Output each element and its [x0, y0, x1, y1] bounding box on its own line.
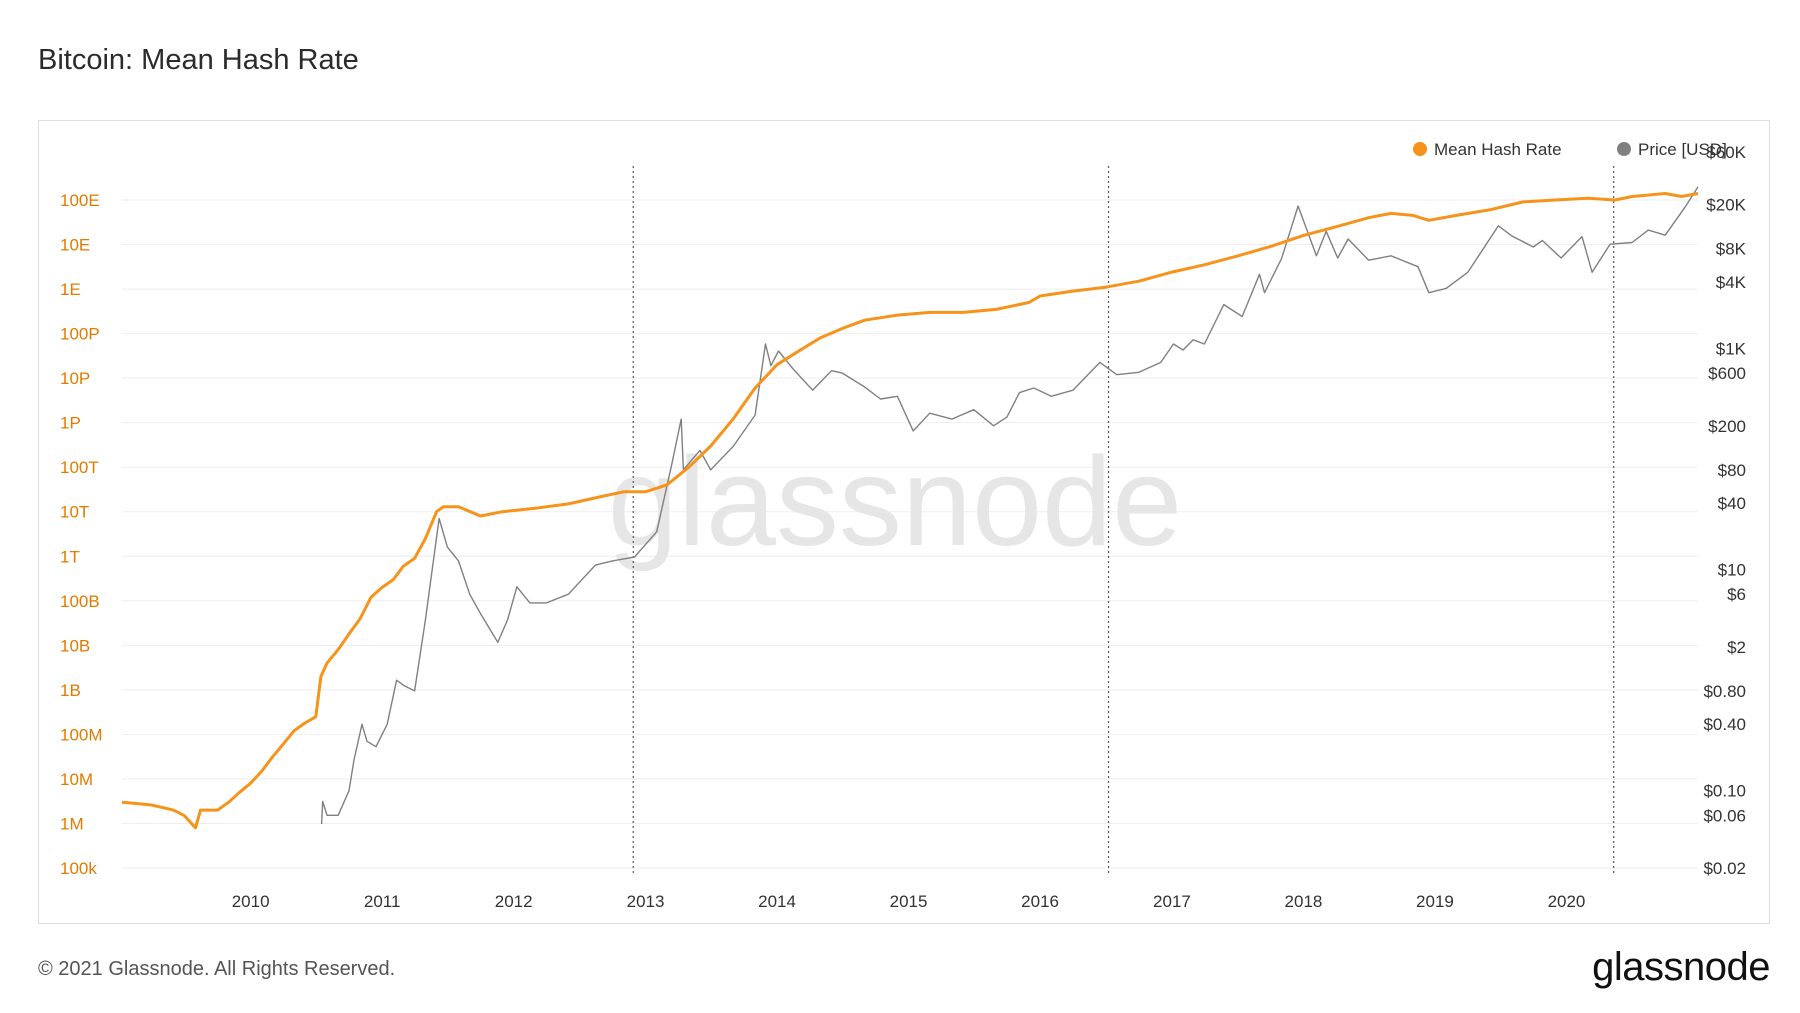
left-tick-label: 10P: [60, 369, 90, 388]
chart-frame: [38, 120, 1770, 924]
legend-label: Price [USD]: [1638, 140, 1727, 159]
copyright: © 2021 Glassnode. All Rights Reserved.: [38, 958, 396, 980]
x-tick-label: 2019: [1416, 892, 1454, 911]
x-tick-label: 2013: [627, 892, 665, 911]
left-axis: 100k 1M 10M 100M 1B 10B 100B 1T 10T 100T 1P 10P 100P…: [60, 191, 103, 878]
left-tick-label: 1E: [60, 280, 81, 299]
legend-marker: [1413, 142, 1427, 156]
x-tick-label: 2011: [364, 892, 401, 911]
right-tick-label: $4K: [1716, 273, 1747, 292]
right-tick-label: $600: [1708, 364, 1746, 383]
x-tick-label: 2017: [1153, 892, 1191, 911]
price-line: [320, 186, 1699, 825]
x-tick-label: 2012: [495, 892, 533, 911]
legend-marker: [1617, 142, 1631, 156]
legend-label: Mean Hash Rate: [1434, 140, 1562, 159]
right-tick-label: $0.40: [1703, 715, 1746, 734]
hash-rate-line: [121, 192, 1699, 830]
left-tick-label: 10E: [60, 236, 90, 255]
x-tick-label: 2010: [232, 892, 270, 911]
left-tick-label: 10B: [60, 636, 90, 655]
glassnode-logo[interactable]: glassnode: [1592, 945, 1770, 989]
grid: [122, 199, 1698, 869]
left-tick-label: 100M: [60, 725, 103, 744]
right-tick-label: $60K: [1706, 143, 1746, 162]
right-tick-label: $80: [1718, 461, 1746, 480]
right-tick-label: $200: [1708, 417, 1746, 436]
x-tick-label: 2020: [1548, 892, 1586, 911]
right-tick-label: $20K: [1706, 196, 1746, 215]
watermark: glassnode: [608, 431, 1182, 572]
x-tick-label: 2015: [890, 892, 928, 911]
page-title: Bitcoin: Mean Hash Rate: [38, 44, 359, 76]
right-tick-label: $8K: [1716, 240, 1747, 259]
left-tick-label: 1B: [60, 681, 81, 700]
legend-item[interactable]: Mean Hash Rate: [1413, 140, 1562, 159]
left-tick-label: 100T: [60, 458, 99, 477]
left-tick-label: 1M: [60, 814, 84, 833]
right-tick-label: $0.06: [1703, 806, 1746, 825]
right-tick-label: $1K: [1716, 340, 1747, 359]
left-tick-label: 10T: [60, 503, 89, 522]
right-tick-label: $2: [1727, 638, 1746, 657]
x-axis: 2010 2011 2012 2013 2014 2015 2016 2017 2018 2019…: [232, 892, 1586, 911]
legend[interactable]: Mean Hash Rate Price [USD]: [1413, 140, 1727, 159]
left-tick-label: 100E: [60, 191, 100, 210]
right-tick-label: $10: [1718, 561, 1746, 580]
right-tick-label: $0.80: [1703, 682, 1746, 701]
legend-item[interactable]: Price [USD]: [1617, 140, 1727, 159]
left-tick-label: 10M: [60, 770, 93, 789]
left-tick-label: 1T: [60, 547, 80, 566]
right-tick-label: $40: [1718, 494, 1746, 513]
right-axis: $0.02 $0.06 $0.10 $0.40 $0.80 $2 $6 $10 $40 $80 $2…: [1703, 143, 1746, 878]
x-tick-label: 2014: [758, 892, 796, 911]
x-tick-label: 2018: [1285, 892, 1323, 911]
halving-lines: [632, 166, 1615, 875]
left-tick-label: 100B: [60, 592, 100, 611]
left-tick-label: 100P: [60, 325, 100, 344]
right-tick-label: $0.10: [1703, 782, 1746, 801]
x-tick-label: 2016: [1021, 892, 1059, 911]
left-tick-label: 1P: [60, 414, 81, 433]
right-tick-label: $0.02: [1703, 859, 1746, 878]
left-tick-label: 100k: [60, 859, 97, 878]
right-tick-label: $6: [1727, 585, 1746, 604]
